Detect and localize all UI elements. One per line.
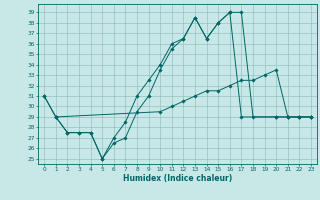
X-axis label: Humidex (Indice chaleur): Humidex (Indice chaleur) xyxy=(123,174,232,183)
